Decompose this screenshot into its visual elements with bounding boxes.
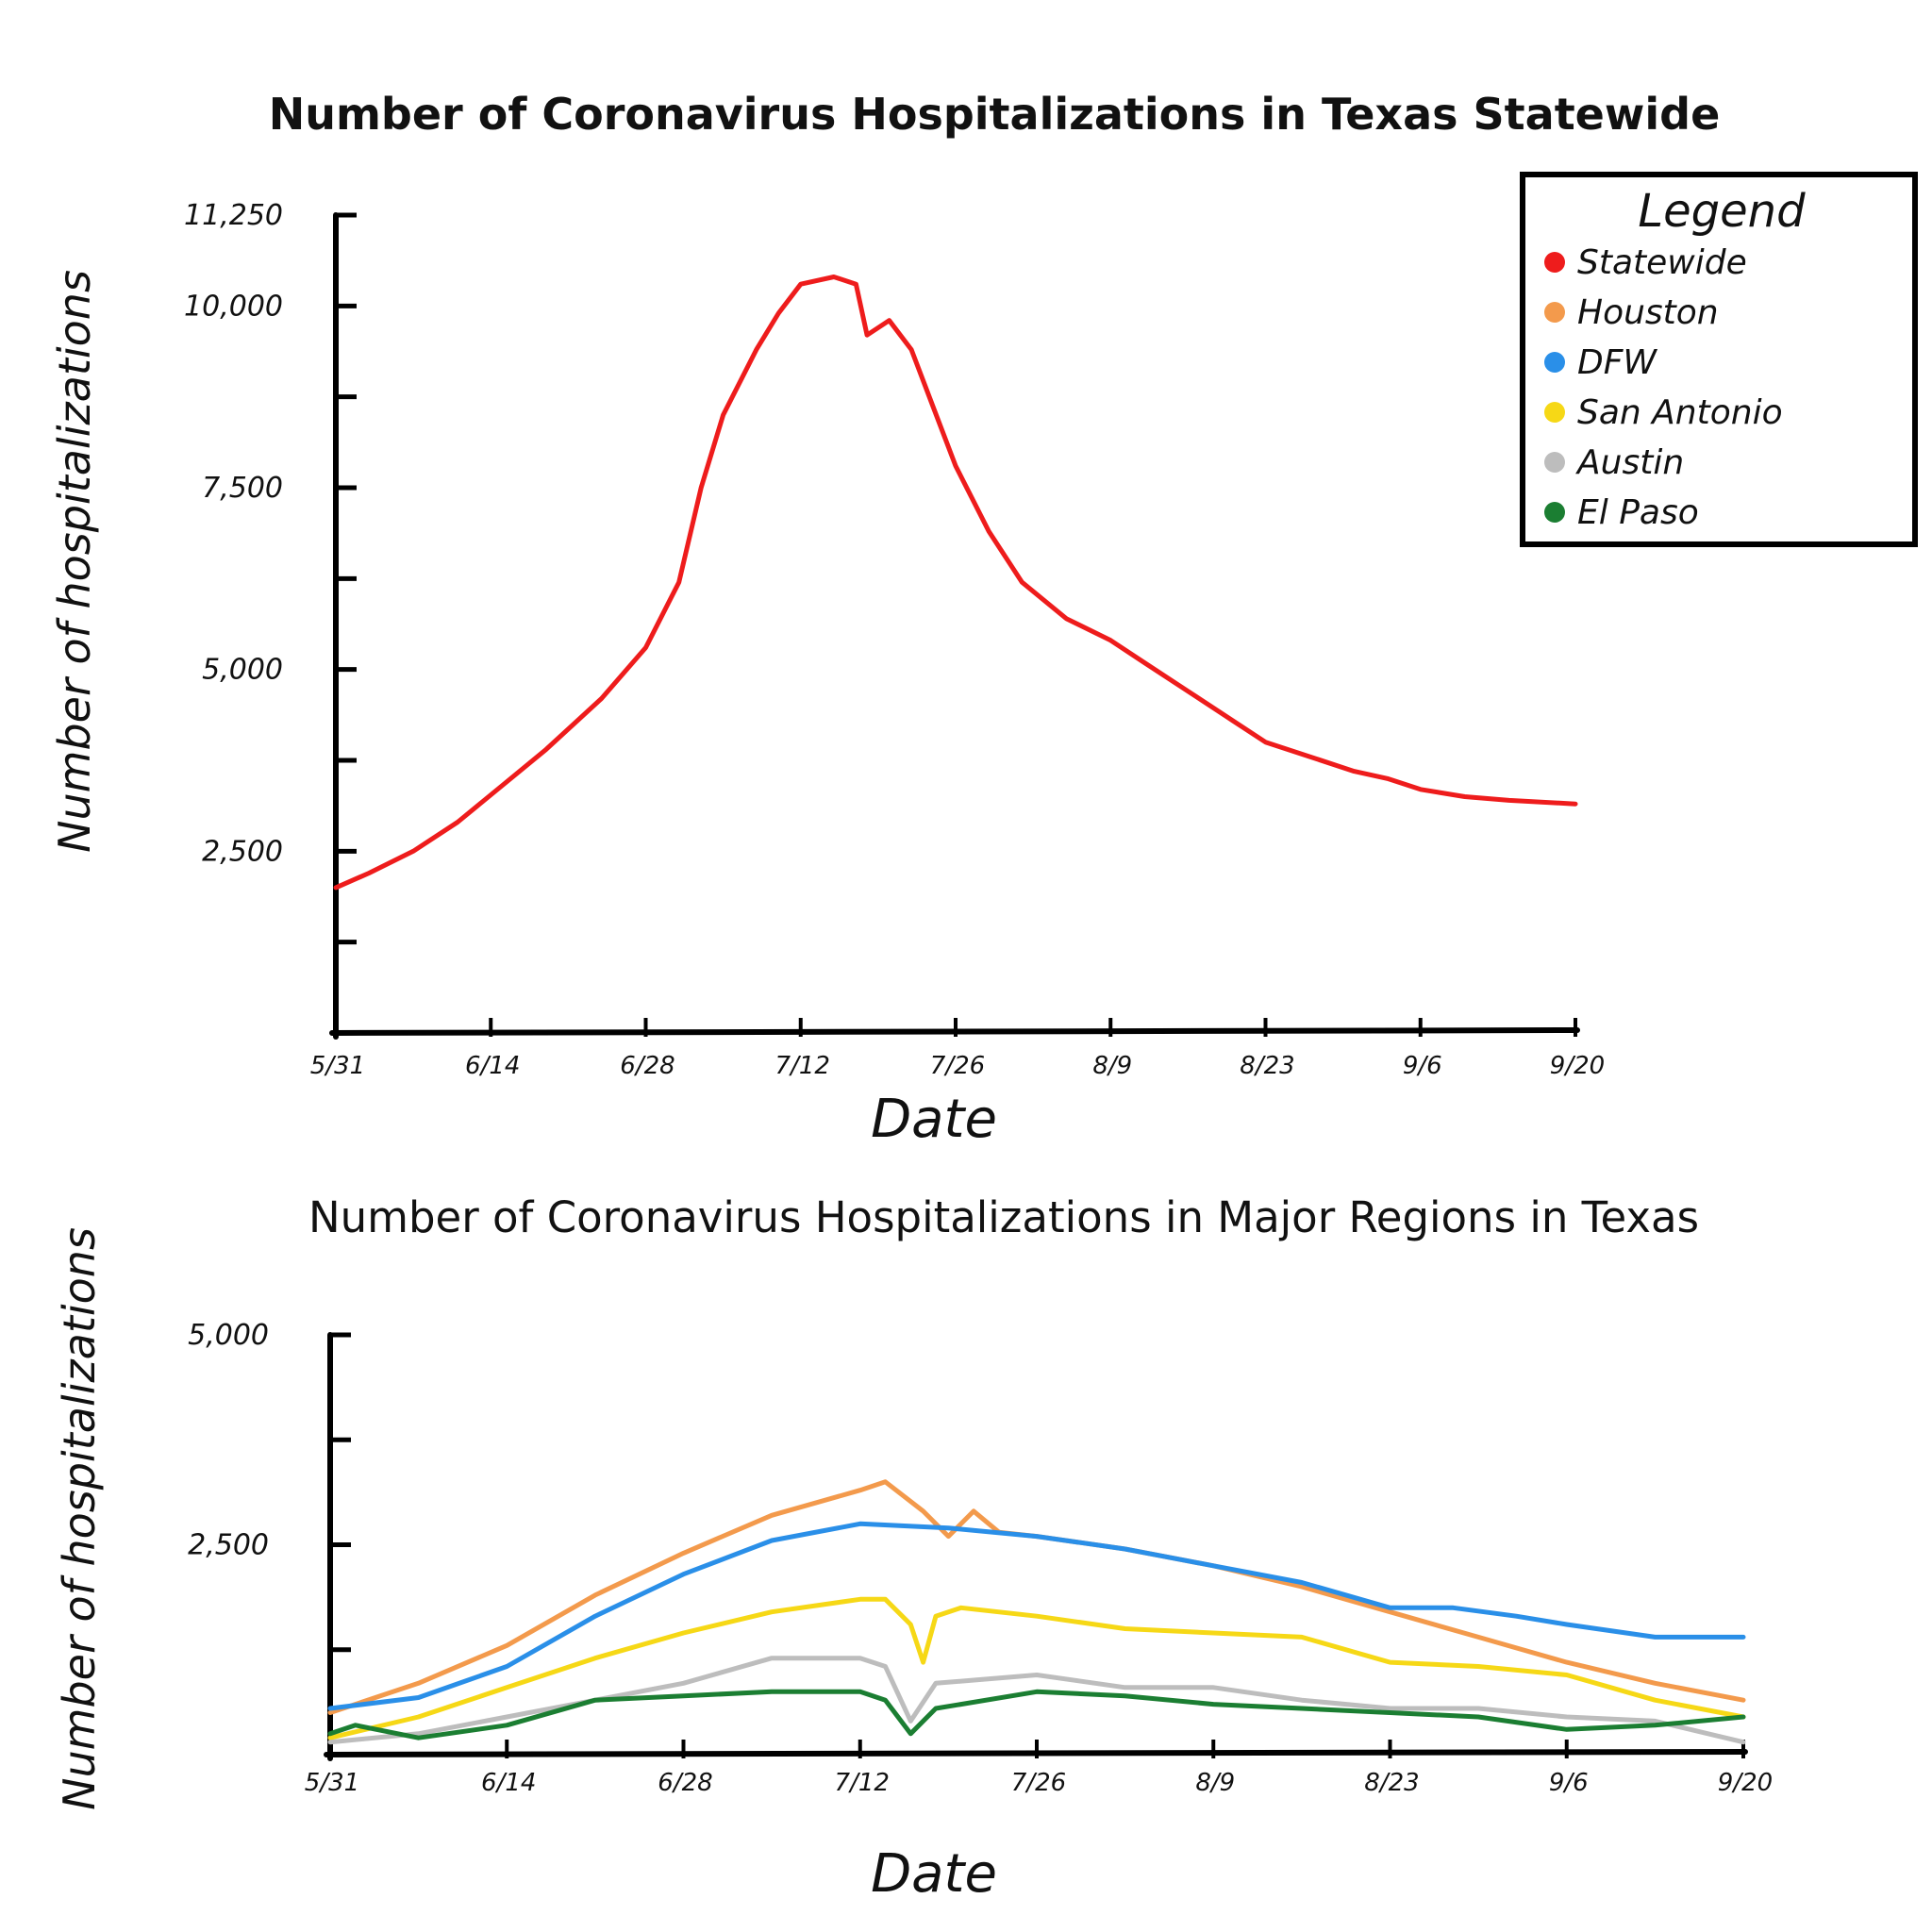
chart1-plot: 2,500 5,000 7,500 10,000 11,250 5/31 6/14 6/28 7… <box>184 199 1605 1080</box>
chart1-x-tick-label: 9/6 <box>1403 1052 1442 1080</box>
chart2-x-tick-label: 8/9 <box>1195 1769 1235 1797</box>
legend-item-label: Houston <box>1577 293 1719 332</box>
chart1-x-axis-title: Date <box>871 1089 997 1150</box>
chart1-y-tick-label: 10,000 <box>184 290 283 323</box>
chart2-x-tick-label: 9/20 <box>1718 1769 1773 1797</box>
chart1-y-axis-title: Number of hospitalizations <box>49 270 100 853</box>
chart2-x-axis-title: Date <box>871 1843 997 1905</box>
legend-item-label: DFW <box>1577 343 1657 382</box>
legend-marker <box>1544 252 1565 273</box>
chart2-x-tick-label: 6/14 <box>481 1769 536 1797</box>
legend-marker <box>1544 402 1565 423</box>
legend-marker <box>1544 502 1565 523</box>
legend-item-label: Austin <box>1575 443 1684 482</box>
chart2-plot: 2,500 5,000 5/31 6/14 6/28 7/12 7/26 8/9 8/23 9/6… <box>188 1319 1773 1797</box>
legend-marker <box>1544 452 1565 473</box>
chart2-x-tick-label: 7/26 <box>1011 1769 1066 1797</box>
legend-item-label: Statewide <box>1577 243 1747 282</box>
chart1-x-tick-label: 7/26 <box>930 1052 985 1080</box>
chart1-x-tick-label: 9/20 <box>1550 1052 1605 1080</box>
chart2-x-tick-label: 6/28 <box>658 1769 712 1797</box>
chart1-x-tick-label: 8/23 <box>1240 1052 1294 1080</box>
chart1-x-tick-label: 8/9 <box>1092 1052 1132 1080</box>
series-line-el-paso <box>327 1689 1746 1740</box>
chart1-y-tick-label: 2,500 <box>202 835 283 868</box>
chart2-x-tick-label: 8/23 <box>1364 1769 1419 1797</box>
legend-marker <box>1544 302 1565 323</box>
legend-marker <box>1544 352 1565 373</box>
chart1-x-tick-label: 6/28 <box>620 1052 675 1080</box>
chart2-title: Number of Coronavirus Hospitalizations i… <box>308 1192 1700 1242</box>
legend-item-label: El Paso <box>1577 493 1699 532</box>
chart2-y-tick-label: 2,500 <box>188 1529 269 1562</box>
chart1-title: Number of Coronavirus Hospitalizations i… <box>268 89 1721 140</box>
series-line-houston <box>327 1479 1746 1715</box>
legend-title: Legend <box>1638 185 1806 238</box>
chart1-x-tick-label: 7/12 <box>775 1052 830 1080</box>
chart2-y-axis-title: Number of hospitalizations <box>54 1227 105 1810</box>
series-line-san-antonio <box>327 1596 1746 1740</box>
chart2-x-tick-label: 5/31 <box>305 1769 359 1797</box>
legend-item-label: San Antonio <box>1577 393 1783 432</box>
chart1-x-tick-label: 6/14 <box>465 1052 520 1080</box>
legend: Legend Statewide Houston DFW San Antonio Aus… <box>1520 172 1918 547</box>
chart1-x-tick-label: 5/31 <box>310 1052 365 1080</box>
chart2-x-tick-label: 9/6 <box>1549 1769 1589 1797</box>
chart2-x-tick-label: 7/12 <box>835 1769 890 1797</box>
chart1-y-tick-label: 5,000 <box>202 654 283 687</box>
chart2-y-tick-label: 5,000 <box>188 1319 269 1352</box>
legend-box <box>1520 172 1918 547</box>
chart1-y-tick-label: 7,500 <box>202 472 283 505</box>
series-line-statewide <box>333 275 1578 891</box>
chart1-y-tick-label: 11,250 <box>184 199 283 232</box>
series-line-dfw <box>327 1521 1746 1711</box>
